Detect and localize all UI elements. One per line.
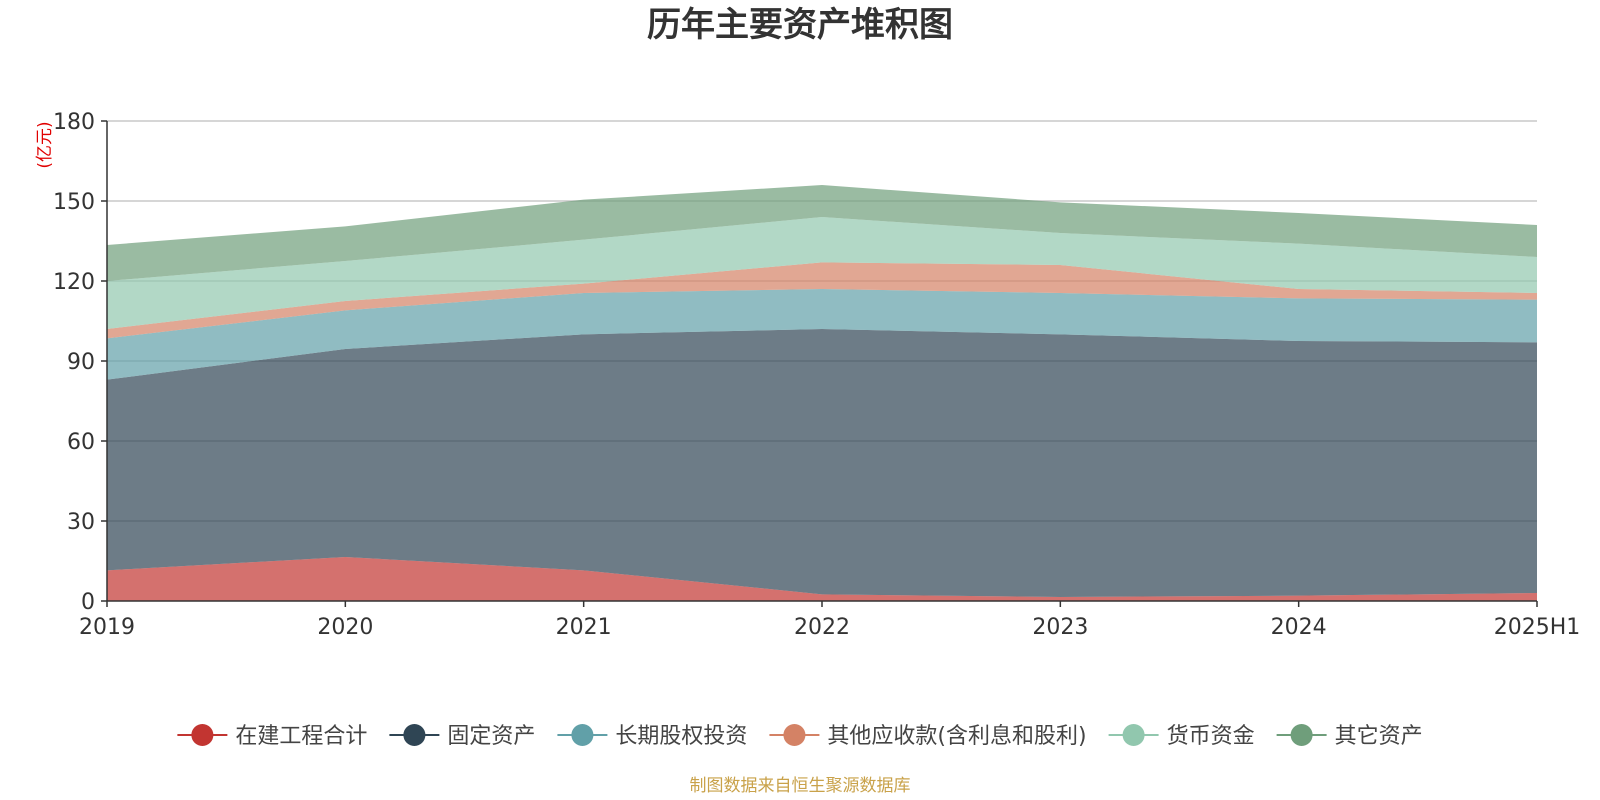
legend-item[interactable]: 货币资金 (1108, 724, 1255, 749)
area-series-group (107, 185, 1537, 601)
legend-label: 长期股权投资 (615, 724, 747, 749)
legend: 在建工程合计 固定资产 长期股权投资 其他应收款(含利息和股利) 货币资金 其它资产 (177, 724, 1423, 749)
legend-label: 其它资产 (1335, 724, 1423, 749)
legend-label: 货币资金 (1167, 724, 1255, 749)
x-tick-label: 2020 (317, 615, 373, 640)
legend-item[interactable]: 长期股权投资 (557, 724, 747, 749)
y-tick-label: 60 (67, 430, 95, 455)
legend-item[interactable]: 在建工程合计 (177, 724, 367, 749)
y-axis-unit: (亿元) (35, 121, 55, 168)
legend-label: 固定资产 (447, 724, 535, 749)
y-tick-label: 90 (67, 350, 95, 375)
y-tick-label: 30 (67, 510, 95, 535)
y-tick-label: 120 (53, 270, 95, 295)
legend-marker-dot (403, 724, 426, 746)
legend-marker-dot (191, 724, 214, 746)
area-series-3 (107, 289, 1537, 380)
area-series-4 (107, 262, 1537, 339)
legend-marker-dot (783, 724, 806, 746)
legend-item[interactable]: 其他应收款(含利息和股利) (769, 724, 1087, 749)
x-tick-label: 2019 (79, 615, 135, 640)
axes: 0 30 60 90 120 150 180 2019 2020 2021 2022 2023 2024… (53, 110, 1580, 640)
source-note: 制图数据来自恒生聚源数据库 (690, 776, 911, 796)
legend-item[interactable]: 固定资产 (389, 724, 535, 749)
legend-label: 在建工程合计 (235, 724, 367, 749)
x-tick-label: 2025H1 (1494, 615, 1581, 640)
y-tick-label: 150 (53, 190, 95, 215)
y-tick-label: 0 (81, 590, 95, 615)
area-series-1 (107, 557, 1537, 601)
area-series-2 (107, 329, 1537, 597)
x-tick-label: 2023 (1032, 615, 1088, 640)
area-series-6 (107, 185, 1537, 281)
legend-marker-dot (1122, 724, 1145, 746)
legend-item[interactable]: 其它资产 (1276, 724, 1423, 749)
y-tick-label: 180 (53, 110, 95, 135)
x-tick-label: 2024 (1271, 615, 1327, 640)
legend-label: 其他应收款(含利息和股利) (827, 724, 1086, 749)
x-tick-label: 2022 (794, 615, 850, 640)
x-tick-label: 2021 (556, 615, 612, 640)
legend-marker-dot (1290, 724, 1313, 746)
legend-marker-dot (571, 724, 594, 746)
chart-title: 历年主要资产堆积图 (647, 5, 953, 45)
area-series-5 (107, 217, 1537, 329)
